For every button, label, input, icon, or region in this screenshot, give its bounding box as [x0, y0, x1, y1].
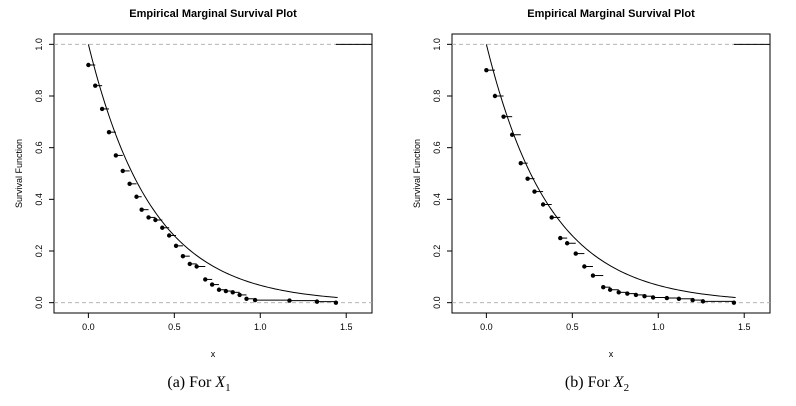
data-point: [642, 294, 647, 299]
y-tick-label: 0.6: [432, 141, 442, 154]
data-point: [160, 225, 165, 230]
y-tick-label: 1.0: [34, 38, 44, 51]
data-point: [484, 67, 489, 73]
data-point: [120, 168, 125, 174]
data-point: [616, 290, 621, 295]
fitted-curve: [87, 44, 338, 299]
data-point: [153, 217, 158, 223]
data-point: [573, 251, 578, 256]
data-point: [166, 233, 172, 238]
data-point: [492, 93, 498, 99]
y-tick-label: 0.0: [34, 296, 44, 309]
data-point: [93, 83, 98, 88]
data-point: [564, 241, 570, 246]
data-point: [664, 295, 670, 301]
caption-b: (b) For X2: [398, 374, 796, 394]
data-point: [501, 114, 506, 119]
y-tick-label: 0.8: [432, 90, 442, 103]
data-point: [650, 295, 656, 300]
data-point: [127, 181, 132, 187]
data-point: [99, 106, 105, 112]
data-point: [216, 287, 222, 292]
chart-title: Empirical Marginal Survival Plot: [129, 8, 297, 20]
data-point: [333, 300, 339, 305]
data-point: [230, 290, 235, 295]
chart-panel-b: Empirical Marginal Survival Plot 0.0 0.5 1.…: [398, 0, 796, 406]
y-tick-label: 0.4: [432, 193, 442, 206]
data-point: [194, 264, 199, 269]
data-point: [540, 202, 546, 207]
data-point: [532, 189, 537, 194]
data-point: [700, 299, 706, 304]
x-axis-label: x: [609, 349, 614, 359]
data-point: [173, 243, 179, 249]
y-tick-label: 0.2: [34, 245, 44, 258]
x-tick-label: 1.5: [738, 322, 751, 332]
x-tick-label: 0.5: [566, 322, 579, 332]
survival-chart-a: Empirical Marginal Survival Plot 0.0 0.5 1.…: [14, 8, 373, 359]
caption-var: X: [215, 374, 226, 391]
x-tick-label: 0.0: [82, 322, 95, 332]
data-point: [676, 296, 682, 301]
plot-frame: [53, 33, 373, 314]
data-point: [314, 299, 320, 304]
plot-frame: [451, 33, 771, 314]
data-point: [237, 292, 242, 298]
data-point: [203, 277, 208, 282]
caption-var: X: [613, 374, 624, 391]
data-point: [690, 297, 695, 303]
data-point: [633, 292, 639, 298]
caption-sub: 1: [225, 382, 231, 395]
y-axis-label: Survival Function: [14, 139, 24, 208]
data-point: [509, 132, 515, 137]
data-point: [518, 160, 523, 166]
y-axis-label: Survival Function: [412, 139, 422, 208]
data-point: [223, 288, 229, 294]
data-point: [244, 296, 249, 301]
y-tick-label: 0.0: [432, 296, 442, 309]
y-tick-label: 0.6: [34, 141, 44, 154]
data-point: [86, 62, 91, 68]
caption-prefix: (a) For: [167, 374, 216, 391]
data-point: [134, 194, 139, 199]
chart-title: Empirical Marginal Survival Plot: [527, 8, 695, 20]
data-point: [113, 153, 119, 158]
chart-panel-a: Empirical Marginal Survival Plot 0.0 0.5 1.…: [0, 8, 398, 394]
data-point: [601, 284, 606, 290]
data-point: [252, 297, 258, 303]
data-point: [187, 261, 192, 267]
y-tick-label: 1.0: [432, 38, 442, 51]
survival-chart-b: Empirical Marginal Survival Plot 0.0 0.5 1.…: [412, 8, 771, 359]
x-tick-label: 0.5: [168, 322, 181, 332]
x-axis-label: x: [211, 349, 216, 359]
data-point: [287, 298, 292, 303]
caption-a: (a) For X1: [0, 374, 398, 394]
data-point: [180, 253, 186, 259]
data-point: [525, 176, 530, 181]
data-point: [106, 129, 112, 135]
data-point: [582, 264, 587, 269]
data-point: [146, 215, 151, 220]
data-point: [209, 282, 215, 287]
caption-prefix: (b) For: [564, 374, 614, 391]
y-tick-label: 0.8: [34, 90, 44, 103]
data-point: [625, 291, 630, 296]
data-point: [590, 273, 596, 278]
data-point: [549, 215, 554, 220]
data-point: [731, 300, 737, 305]
x-tick-label: 1.0: [254, 322, 267, 332]
x-tick-label: 0.0: [480, 322, 493, 332]
x-tick-label: 1.0: [652, 322, 665, 332]
data-point: [139, 207, 144, 212]
x-tick-label: 1.5: [340, 322, 353, 332]
data-point: [558, 235, 563, 241]
fitted-curve: [485, 44, 736, 299]
y-tick-label: 0.4: [34, 193, 44, 206]
caption-sub: 2: [623, 382, 630, 395]
data-point: [607, 287, 613, 292]
y-tick-label: 0.2: [432, 245, 442, 258]
